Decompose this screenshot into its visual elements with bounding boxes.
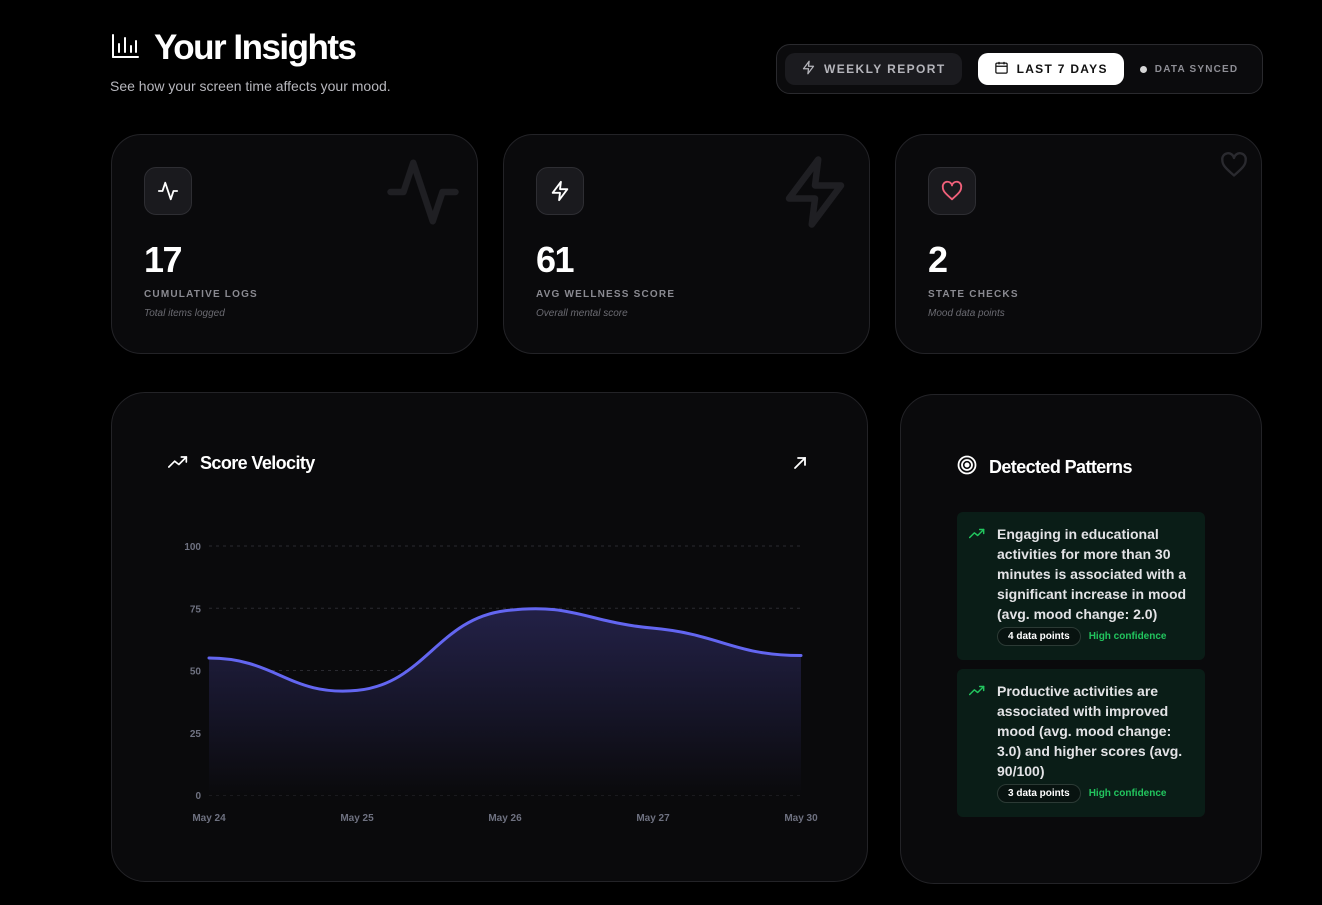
activity-icon [144, 167, 192, 215]
patterns-header: Detected Patterns [957, 455, 1132, 480]
stat-subtext: Overall mental score [536, 308, 628, 319]
stat-card-logs: 17 CUMULATIVE LOGS Total items logged [111, 134, 478, 354]
x-tick-label: May 25 [340, 813, 374, 824]
sync-status: DATA SYNCED [1139, 63, 1239, 75]
x-tick-label: May 30 [784, 813, 818, 824]
x-tick-label: May 27 [636, 813, 670, 824]
sync-status-label: DATA SYNCED [1154, 63, 1239, 75]
pattern-item: Engaging in educational activities for m… [957, 512, 1205, 660]
y-tick-label: 0 [195, 791, 201, 802]
weekly-report-label: WEEKLY REPORT [824, 62, 946, 76]
x-tick-label: May 26 [488, 813, 522, 824]
page-title: Your Insights [154, 28, 357, 67]
detected-patterns-card: Detected Patterns Engaging in educationa… [900, 394, 1262, 884]
y-tick-label: 50 [190, 667, 202, 678]
stat-card-state-checks: 2 STATE CHECKS Mood data points [895, 134, 1262, 354]
lightning-icon [801, 60, 816, 78]
score-velocity-chart: 0 25 50 75 100 May 24 May 25 May 26 May 27 May 30 [184, 542, 818, 824]
score-velocity-card: Score Velocity 0 25 50 75 100 May 24 May 25 May… [111, 392, 868, 882]
heart-watermark-icon [1221, 152, 1247, 177]
page-subtitle: See how your screen time affects your mo… [110, 78, 391, 94]
heart-icon [928, 167, 976, 215]
trending-up-icon [168, 453, 188, 474]
report-toolbar: WEEKLY REPORT LAST 7 DAYS DATA SYNCED [776, 44, 1263, 94]
stat-value: 61 [536, 239, 575, 280]
page-header: Your Insights See how your screen time a… [110, 28, 391, 94]
chart-header: Score Velocity [168, 453, 315, 474]
confidence-label: High confidence [1088, 631, 1167, 642]
confidence-label: High confidence [1088, 788, 1167, 799]
stat-card-wellness: 61 AVG WELLNESS SCORE Overall mental sco… [503, 134, 870, 354]
date-range-label: LAST 7 DAYS [1016, 62, 1108, 76]
pattern-text: Engaging in educational activities for m… [997, 526, 1187, 622]
lightning-icon [536, 167, 584, 215]
stat-value: 2 [928, 239, 948, 280]
y-tick-label: 75 [190, 604, 202, 615]
lightning-watermark-icon [785, 156, 845, 228]
bar-chart-icon [110, 32, 140, 65]
data-points-badge: 4 data points [997, 627, 1081, 646]
trending-up-icon [968, 683, 985, 701]
weekly-report-button[interactable]: WEEKLY REPORT [785, 53, 962, 85]
target-icon [957, 455, 977, 480]
patterns-title: Detected Patterns [989, 457, 1132, 477]
x-tick-label: May 24 [192, 813, 226, 824]
stat-label: AVG WELLNESS SCORE [536, 289, 676, 300]
series-line [207, 607, 803, 693]
y-tick-label: 25 [190, 729, 202, 740]
chart-title: Score Velocity [200, 453, 315, 473]
y-tick-label: 100 [184, 542, 201, 553]
date-range-button[interactable]: LAST 7 DAYS [977, 53, 1124, 85]
activity-watermark-icon [387, 159, 459, 225]
series-area [209, 608, 801, 795]
pattern-text: Productive activities are associated wit… [997, 683, 1183, 779]
sync-dot-icon [1139, 65, 1147, 73]
stat-label: CUMULATIVE LOGS [144, 289, 258, 300]
stat-label: STATE CHECKS [928, 289, 1019, 300]
trending-up-icon [968, 526, 985, 544]
expand-arrow-icon[interactable] [792, 455, 808, 476]
data-points-badge: 3 data points [997, 784, 1081, 803]
calendar-icon [994, 60, 1009, 78]
stat-subtext: Mood data points [928, 308, 1005, 319]
pattern-item: Productive activities are associated wit… [957, 669, 1205, 817]
stat-value: 17 [144, 239, 183, 280]
stat-subtext: Total items logged [144, 308, 225, 319]
